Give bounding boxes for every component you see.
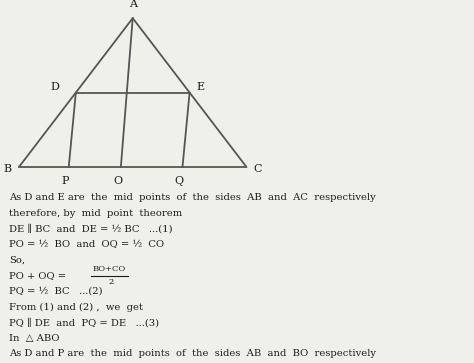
Text: PQ = ½  BC   ...(2): PQ = ½ BC ...(2)	[9, 287, 103, 296]
Text: therefore, by  mid  point  theorem: therefore, by mid point theorem	[9, 209, 183, 218]
Text: E: E	[197, 82, 205, 92]
Text: In  △ ABO: In △ ABO	[9, 334, 60, 343]
Text: PO + OQ =: PO + OQ =	[9, 272, 70, 280]
Text: C: C	[254, 164, 262, 174]
Text: O: O	[113, 176, 122, 186]
Text: PQ ∥ DE  and  PQ = DE   ...(3): PQ ∥ DE and PQ = DE ...(3)	[9, 318, 160, 327]
Text: DE ∥ BC  and  DE = ½ BC   ...(1): DE ∥ BC and DE = ½ BC ...(1)	[9, 224, 173, 234]
Text: PO = ½  BO  and  OQ = ½  CO: PO = ½ BO and OQ = ½ CO	[9, 240, 164, 249]
Text: As D and P are  the  mid  points  of  the  sides  AB  and  BO  respectively: As D and P are the mid points of the sid…	[9, 350, 376, 358]
Text: B: B	[4, 164, 12, 174]
Text: D: D	[50, 82, 59, 92]
Text: As D and E are  the  mid  points  of  the  sides  AB  and  AC  respectively: As D and E are the mid points of the sid…	[9, 193, 376, 202]
Text: A: A	[129, 0, 137, 9]
Text: 2: 2	[108, 278, 113, 286]
Text: From (1) and (2) ,  we  get: From (1) and (2) , we get	[9, 302, 144, 312]
Text: BO+CO: BO+CO	[92, 265, 126, 273]
Text: P: P	[62, 176, 69, 186]
Text: So,: So,	[9, 256, 26, 265]
Text: Q: Q	[174, 176, 184, 186]
